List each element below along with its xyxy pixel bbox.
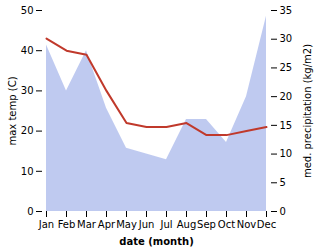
svg-text:Aug: Aug [177, 219, 197, 230]
svg-text:30: 30 [280, 33, 293, 44]
svg-text:Nov: Nov [237, 219, 257, 230]
svg-text:30: 30 [21, 85, 34, 96]
svg-text:15: 15 [280, 120, 293, 131]
svg-text:0: 0 [280, 206, 286, 217]
svg-text:Jun: Jun [138, 219, 155, 230]
svg-text:20: 20 [280, 91, 293, 102]
svg-text:date (month): date (month) [119, 236, 193, 247]
svg-text:Mar: Mar [77, 219, 97, 230]
svg-text:10: 10 [21, 166, 34, 177]
svg-text:med. precipitation (kg/m2): med. precipitation (kg/m2) [302, 44, 313, 178]
svg-text:max temp (C): max temp (C) [7, 76, 18, 145]
svg-text:Jan: Jan [38, 219, 54, 230]
svg-text:Dec: Dec [257, 219, 276, 230]
svg-text:35: 35 [280, 5, 293, 16]
svg-text:25: 25 [280, 62, 293, 73]
svg-text:Oct: Oct [218, 219, 235, 230]
svg-text:Apr: Apr [98, 219, 116, 230]
svg-text:20: 20 [21, 125, 34, 136]
svg-text:50: 50 [21, 5, 34, 16]
svg-text:Feb: Feb [58, 219, 76, 230]
svg-text:40: 40 [21, 45, 34, 56]
svg-text:10: 10 [280, 148, 293, 159]
svg-text:Sep: Sep [197, 219, 216, 230]
svg-text:Jul: Jul [159, 219, 172, 230]
svg-text:5: 5 [280, 177, 286, 188]
svg-text:0: 0 [27, 206, 33, 217]
svg-text:May: May [116, 219, 137, 230]
